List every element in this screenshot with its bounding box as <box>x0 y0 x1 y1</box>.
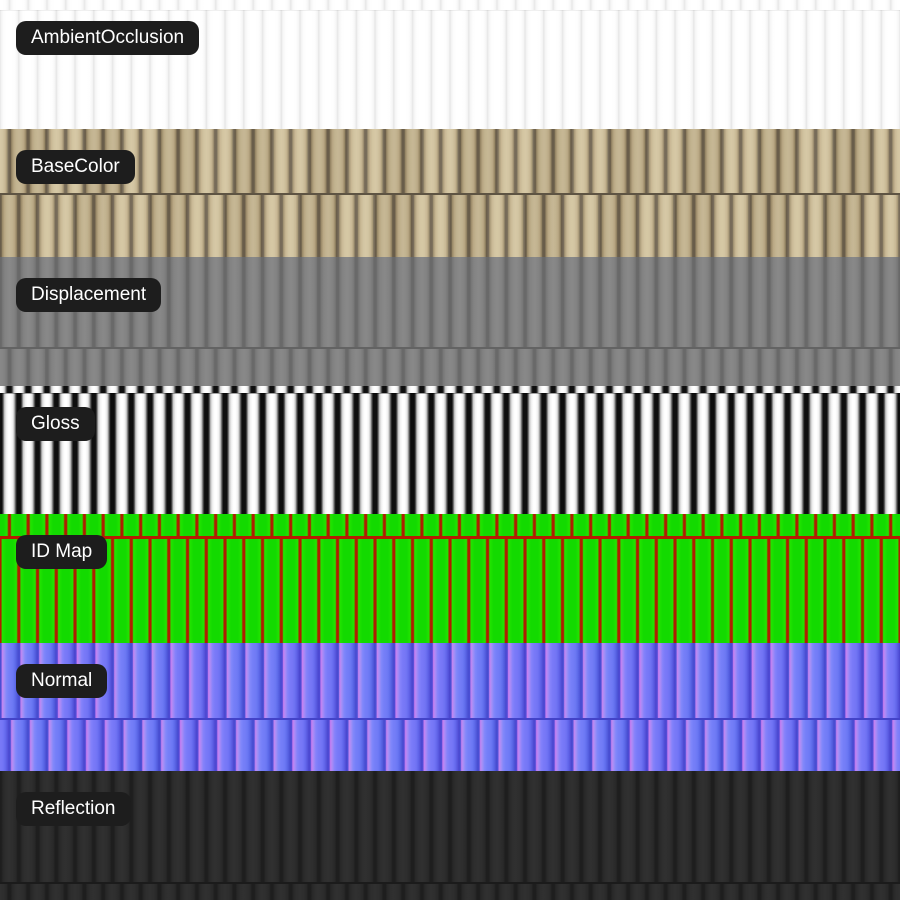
tile-row <box>0 642 900 718</box>
tile-row <box>0 347 900 386</box>
map-label-normal: Normal <box>16 663 108 698</box>
map-label-id-map: ID Map <box>16 535 108 570</box>
tile-row <box>0 514 900 537</box>
tile-row <box>0 0 900 10</box>
map-band-gloss: Gloss <box>0 385 900 515</box>
tile-row <box>0 192 900 258</box>
tile-row <box>0 536 900 643</box>
tile-row <box>0 385 900 393</box>
map-label-reflection: Reflection <box>16 792 131 827</box>
tile-row <box>0 392 900 515</box>
map-label-ambient-occlusion: AmbientOcclusion <box>16 21 200 55</box>
map-band-base-color: BaseColor <box>0 128 900 258</box>
map-band-displacement: Displacement <box>0 257 900 386</box>
tile-row <box>0 882 900 900</box>
tile-row <box>0 128 900 193</box>
map-band-id-map: ID Map <box>0 514 900 643</box>
map-band-normal: Normal <box>0 642 900 772</box>
map-label-displacement: Displacement <box>16 278 162 313</box>
tile-row <box>0 717 900 772</box>
map-band-reflection: Reflection <box>0 771 900 900</box>
map-label-base-color: BaseColor <box>16 149 135 184</box>
map-label-gloss: Gloss <box>16 406 95 441</box>
tile-row <box>0 771 900 883</box>
map-band-ambient-occlusion: AmbientOcclusion <box>0 0 900 129</box>
